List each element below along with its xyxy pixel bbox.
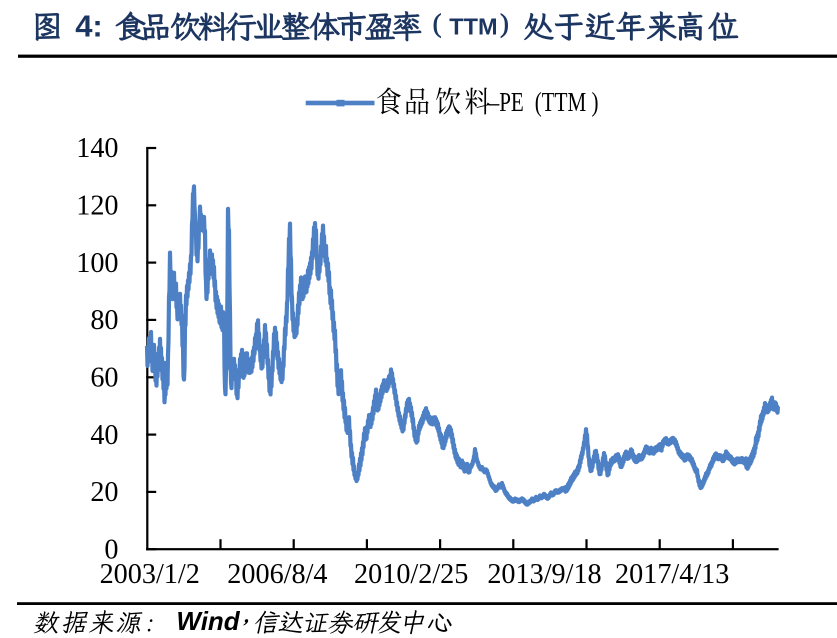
svg-text:–PE: –PE: [488, 87, 524, 117]
svg-text:(TTM ): (TTM ): [535, 87, 599, 117]
svg-text:Wind: Wind: [176, 606, 240, 636]
svg-text:20: 20: [90, 477, 118, 508]
svg-text:80: 80: [90, 305, 118, 336]
svg-text:(: (: [433, 9, 442, 38]
svg-text:120: 120: [76, 191, 118, 222]
svg-text:0: 0: [104, 534, 118, 565]
svg-text:2006/8/4: 2006/8/4: [227, 559, 327, 590]
svg-text:2003/1/2: 2003/1/2: [100, 559, 200, 590]
svg-text:): ): [500, 9, 509, 38]
svg-text:TTM: TTM: [449, 13, 497, 39]
svg-text:140: 140: [76, 133, 118, 164]
svg-text:2013/9/18: 2013/9/18: [487, 559, 601, 590]
svg-text:4:: 4:: [75, 8, 103, 43]
svg-text:100: 100: [76, 248, 118, 279]
svg-text:40: 40: [90, 420, 118, 451]
svg-text:60: 60: [90, 363, 118, 394]
svg-text:2017/4/13: 2017/4/13: [615, 559, 729, 590]
svg-text:2010/2/25: 2010/2/25: [354, 559, 468, 590]
